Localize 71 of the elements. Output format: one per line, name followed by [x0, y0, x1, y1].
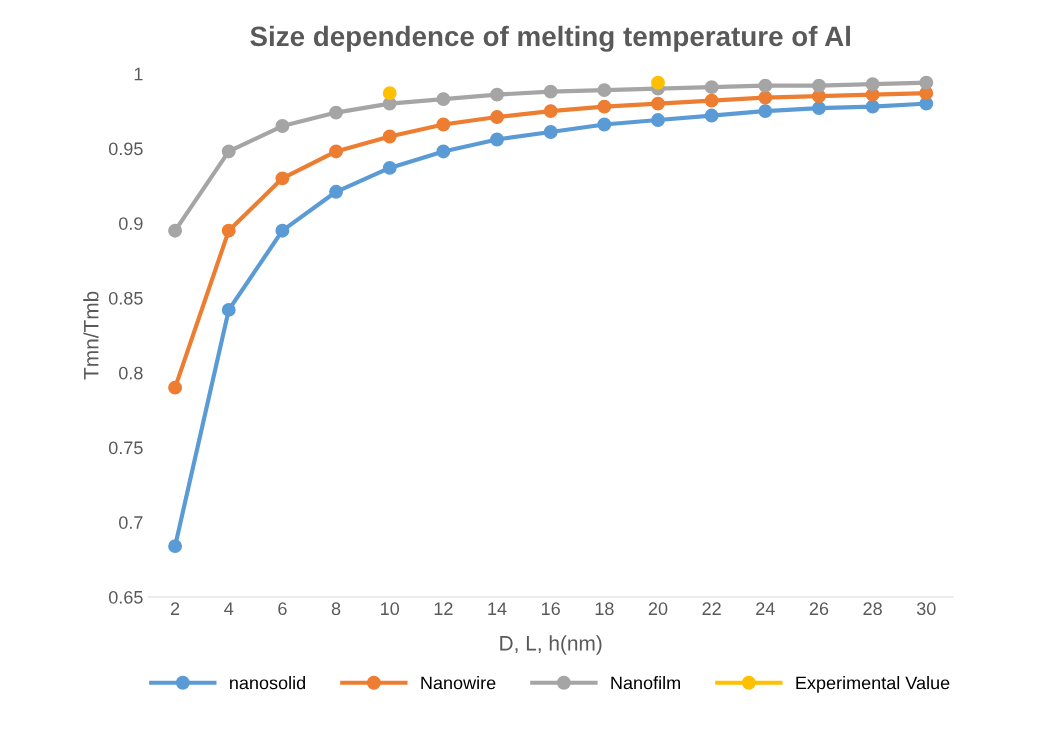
- x-tick-label: 10: [381, 602, 400, 616]
- point: [651, 75, 665, 90]
- point: [812, 78, 826, 93]
- point: [436, 92, 451, 107]
- point: [382, 129, 397, 144]
- point: [543, 125, 558, 139]
- legend-label: Experimental Value: [796, 676, 950, 693]
- point: [758, 78, 773, 93]
- x-tick-label: 12: [434, 602, 453, 615]
- y-tick-label: 0.85: [108, 291, 143, 305]
- x-tick-label: 2: [170, 602, 180, 615]
- y-tick-label: 0.65: [108, 590, 143, 604]
- x-tick-label: 6: [278, 602, 287, 616]
- y-tick-label: 0.95: [108, 142, 143, 156]
- point: [221, 144, 236, 159]
- legend-label: nanosolid: [230, 676, 305, 690]
- point: [275, 119, 290, 133]
- x-tick-label: 22: [702, 602, 721, 615]
- legend-label: Nanofilm: [611, 676, 680, 690]
- x-tick-label: 18: [595, 602, 614, 616]
- x-tick-label: 24: [756, 602, 775, 615]
- point: [812, 101, 826, 116]
- point: [490, 87, 504, 102]
- point: [168, 223, 183, 238]
- point: [597, 83, 612, 98]
- legend-label: Nanowire: [421, 676, 496, 690]
- point: [221, 302, 236, 317]
- point: [329, 184, 344, 199]
- x-tick-label: 28: [863, 602, 882, 616]
- point: [490, 110, 504, 125]
- point: [543, 84, 558, 99]
- y-tick-label: 0.9: [119, 217, 143, 230]
- chart-title: Size dependence of melting temperature of Al: [250, 25, 850, 52]
- point: [382, 86, 397, 101]
- x-tick-label: 4: [224, 602, 234, 615]
- point: [329, 105, 344, 120]
- x-tick-label: 20: [648, 602, 668, 616]
- x-tick-label: 16: [542, 602, 560, 616]
- point: [221, 223, 236, 238]
- y-tick-label: 0.8: [119, 366, 143, 380]
- point: [275, 223, 290, 238]
- x-tick-label: 26: [809, 602, 829, 616]
- point: [651, 113, 665, 127]
- y-tick-label: 0.7: [119, 516, 143, 529]
- x-tick-label: 14: [488, 602, 507, 615]
- y-tick-label: 0.75: [108, 441, 143, 455]
- point: [704, 93, 719, 108]
- point: [490, 132, 504, 147]
- point: [919, 75, 934, 90]
- x-axis-title: D, L, h(nm): [500, 635, 602, 655]
- point: [168, 380, 183, 395]
- point: [704, 80, 719, 95]
- x-tick-label: 8: [331, 602, 341, 616]
- x-tick-label: 30: [916, 602, 936, 616]
- point: [651, 96, 665, 111]
- point: [758, 104, 773, 119]
- point: [329, 144, 344, 159]
- point: [597, 117, 612, 132]
- point: [168, 539, 183, 554]
- point: [382, 160, 397, 175]
- point: [436, 144, 451, 159]
- y-axis-title: Tmn/Tmb: [83, 291, 99, 380]
- point: [275, 171, 290, 186]
- point: [704, 108, 719, 123]
- point: [597, 99, 612, 114]
- point: [865, 99, 880, 114]
- point: [758, 90, 773, 105]
- point: [436, 117, 451, 132]
- point: [865, 77, 880, 92]
- point: [543, 104, 558, 119]
- y-tick-label: 1: [134, 67, 143, 81]
